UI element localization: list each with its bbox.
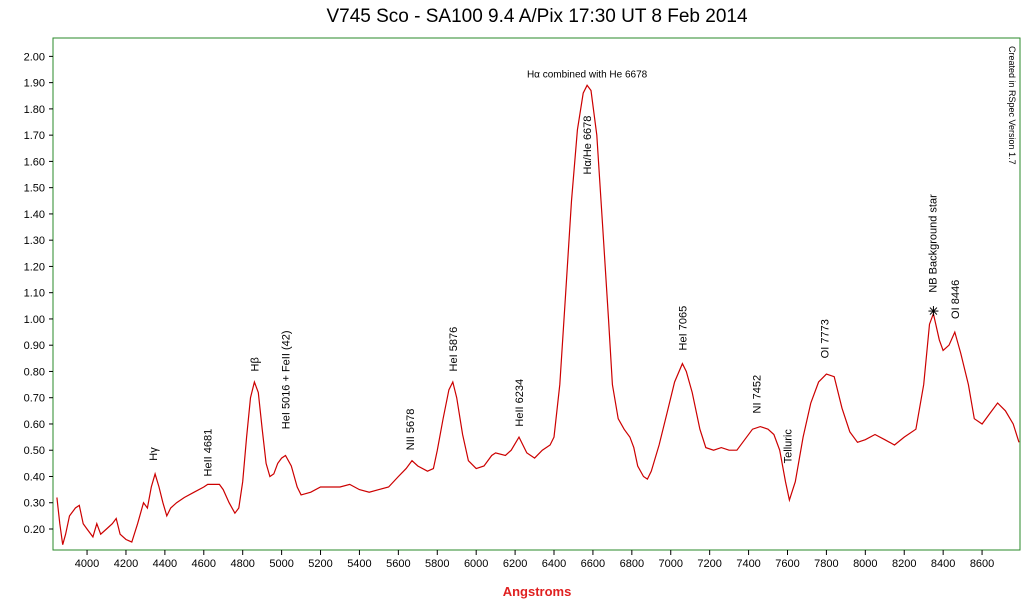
credit: Created in RSpec Version 1.7: [1007, 46, 1017, 165]
spectrum-line: [56, 84, 1020, 545]
x-tick-label: 8600: [970, 558, 994, 570]
x-tick-label: 5200: [308, 558, 332, 570]
x-tick-label: 4400: [153, 558, 177, 570]
x-tick-label: 7800: [814, 558, 838, 570]
y-tick-label: 0.20: [24, 524, 45, 536]
y-tick-label: 0.70: [24, 393, 45, 405]
y-tick-label: 1.60: [24, 156, 45, 168]
x-tick-label: 7400: [736, 558, 760, 570]
y-tick-label: 0.50: [24, 445, 45, 457]
x-axis-label: Angstroms: [503, 584, 572, 599]
annotation: Hα/He 6678: [582, 116, 594, 175]
x-tick-label: 4000: [75, 558, 99, 570]
annotation: Hα combined with He 6678: [527, 69, 648, 80]
x-tick-label: 6000: [464, 558, 488, 570]
x-tick-label: 6600: [581, 558, 605, 570]
annotation: Hγ: [148, 447, 160, 461]
annotation: HeII 6234: [514, 379, 526, 427]
annotation: OI 8446: [950, 280, 962, 319]
x-tick-label: 5800: [425, 558, 449, 570]
annotation: NI 7452: [751, 375, 763, 414]
y-tick-label: 1.90: [24, 78, 45, 90]
x-tick-label: 4600: [192, 558, 216, 570]
x-tick-label: 6800: [620, 558, 644, 570]
annotation: NB Background star: [927, 194, 939, 293]
x-tick-label: 7200: [697, 558, 721, 570]
x-tick-label: 5000: [269, 558, 293, 570]
y-tick-label: 1.40: [24, 209, 45, 221]
x-tick-label: 8200: [892, 558, 916, 570]
x-tick-label: 7000: [659, 558, 683, 570]
y-tick-label: 0.40: [24, 471, 45, 483]
y-tick-label: 1.70: [24, 130, 45, 142]
y-tick-label: 0.30: [24, 498, 45, 510]
annotation: NII 5678: [405, 409, 417, 451]
y-tick-label: 1.20: [24, 261, 45, 273]
star-marker: [929, 307, 938, 315]
x-tick-label: 8000: [853, 558, 877, 570]
x-tick-label: 6400: [542, 558, 566, 570]
x-tick-label: 5400: [347, 558, 371, 570]
y-tick-label: 1.00: [24, 314, 45, 326]
x-tick-label: 6200: [503, 558, 527, 570]
x-tick-label: 4800: [230, 558, 254, 570]
x-tick-label: 5600: [386, 558, 410, 570]
annotation: HeI 5876: [448, 327, 460, 372]
y-tick-label: 1.10: [24, 288, 45, 300]
y-tick-label: 2.00: [24, 51, 45, 63]
x-tick-label: 4200: [114, 558, 138, 570]
annotation: OI 7773: [819, 319, 831, 358]
annotation: Hβ: [249, 357, 261, 371]
y-tick-label: 1.30: [24, 235, 45, 247]
y-tick-label: 0.60: [24, 419, 45, 431]
y-tick-label: 1.50: [24, 183, 45, 195]
x-tick-label: 8400: [931, 558, 955, 570]
y-tick-label: 0.90: [24, 340, 45, 352]
annotation: HeII 4681: [203, 429, 215, 477]
y-tick-label: 1.80: [24, 104, 45, 116]
plot-area: [52, 37, 1021, 551]
annotation: HeI 5016 + FeII (42): [281, 330, 293, 429]
annotation: HeI 7065: [677, 306, 689, 351]
chart-title: V745 Sco - SA100 9.4 A/Pix 17:30 UT 8 Fe…: [326, 6, 748, 27]
annotation: Telluric: [782, 429, 794, 464]
y-tick-label: 0.80: [24, 366, 45, 378]
x-tick-label: 7600: [775, 558, 799, 570]
